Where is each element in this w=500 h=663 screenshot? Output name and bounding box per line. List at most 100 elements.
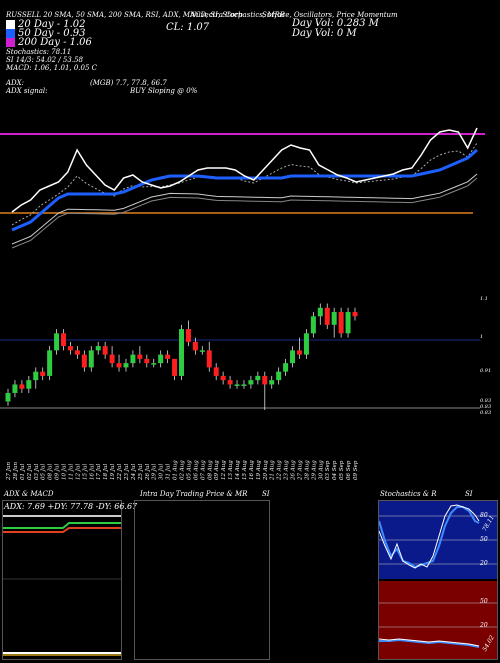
adx-signal-label: ADX signal: <box>6 87 48 95</box>
candle-body <box>116 363 122 368</box>
candle-body <box>227 380 233 385</box>
intra-panel-title: Intra Day Trading Price & MR <box>140 490 248 498</box>
date-tick-label: 07 Aug <box>200 460 206 480</box>
candle-body <box>179 329 184 376</box>
date-tick-label: 13 Aug <box>228 460 234 480</box>
candle-body <box>130 354 136 364</box>
candle-body <box>102 346 108 355</box>
date-tick-label: 29 Jul <box>152 464 158 481</box>
date-tick-label: 25 Jul <box>138 464 144 481</box>
candle-body <box>95 346 101 351</box>
stochastics-value: Stochastics: 78.11 <box>6 48 72 56</box>
candle-body <box>172 358 178 376</box>
candle-body <box>213 367 219 376</box>
date-tick-label: 11 Jul <box>68 464 74 480</box>
header-type: Surface, Oscillators, Price Momentum <box>262 11 398 19</box>
price-tick-label: 0.83 <box>480 404 491 410</box>
stoch-level-80: 80 <box>480 512 488 519</box>
date-tick-label: 17 Jul <box>96 464 102 480</box>
candle-body <box>331 312 337 325</box>
candle-body <box>158 354 164 364</box>
date-tick-label: 02 Aug <box>180 460 186 480</box>
adx-panel <box>2 500 122 660</box>
date-tick-label: 20 Aug <box>263 460 269 481</box>
stoch-panel-si: SI <box>465 490 473 498</box>
date-tick-label: 30 Aug <box>318 460 324 480</box>
candle-body <box>338 312 344 334</box>
candle-body <box>5 392 11 402</box>
stoch-level-50: 50 <box>480 536 488 543</box>
candle-body <box>40 371 46 376</box>
candle-body <box>54 333 60 351</box>
candle-body <box>109 354 115 364</box>
date-tick-label: 03 Jul <box>34 464 40 480</box>
macd-value: MACD: 1.06, 1.01, 0.05 C <box>6 64 98 72</box>
candle-body <box>47 350 53 376</box>
candle-body <box>81 354 87 368</box>
candle-body <box>151 363 157 365</box>
si-value: SI 14/3: 54.02 / 53.58 <box>6 56 83 64</box>
sma20-swatch <box>6 20 15 29</box>
candle-body <box>12 384 18 393</box>
day-volume-top: Day Vol: 0.283 M <box>292 18 379 29</box>
date-tick-label: 19 Jul <box>110 464 116 480</box>
grey-band-upper <box>11 173 478 245</box>
close-price-label: CL: 1.07 <box>166 22 210 33</box>
date-tick-label: 23 Jul <box>124 464 130 481</box>
candle-body <box>317 307 323 317</box>
date-tick-label: 15 Jul <box>82 464 88 480</box>
candle-body <box>137 354 143 359</box>
date-tick-label: 26 Jul <box>145 464 151 481</box>
date-tick-label: 05 Jul <box>41 464 47 480</box>
header-company: Nuvectra Corp <box>190 11 243 19</box>
intra-panel <box>134 500 270 660</box>
candle-body <box>206 350 212 368</box>
sma200-swatch <box>6 38 15 47</box>
date-tick-label: 15 Aug <box>242 460 248 480</box>
date-tick-label: 19 Aug <box>256 460 262 480</box>
candle-body <box>144 358 150 364</box>
date-tick-label: 06 Sep <box>346 460 352 480</box>
adx-label: ADX: <box>6 79 25 87</box>
price-tick-label: 1 <box>480 334 483 340</box>
candle-body <box>88 350 94 368</box>
date-tick-label: 29 Aug <box>311 460 317 481</box>
candle-body <box>269 380 275 385</box>
candlesticks <box>0 303 480 410</box>
date-tick-label: 22 Jul <box>117 464 123 481</box>
date-tick-label: 10 Jul <box>62 464 68 480</box>
si-level-20: 20 <box>480 622 488 629</box>
moving-averages <box>0 127 485 249</box>
date-tick-label: 09 Jul <box>55 464 61 480</box>
date-tick-label: 08 Aug <box>207 460 213 480</box>
date-tick-label: 16 Jul <box>89 464 95 480</box>
candle-body <box>74 350 80 355</box>
date-tick-label: 18 Jul <box>103 464 109 480</box>
legend-sma20: 20 Day - 1.02 <box>6 19 86 30</box>
date-tick-label: 27 Aug <box>297 460 303 481</box>
candle-body <box>296 350 302 355</box>
date-tick-label: 05 Aug <box>186 460 192 480</box>
header-indicators: RUSSELL 20 SMA, 50 SMA, 200 SMA, RSI, AD… <box>6 11 285 19</box>
date-tick-label: 09 Aug <box>214 460 220 480</box>
stoch-panel-title: Stochastics & R <box>380 490 437 498</box>
date-tick-label: 24 Jul <box>131 464 137 481</box>
date-tick-label: 04 Sep <box>332 460 338 480</box>
date-tick-label: 12 Jul <box>75 464 81 480</box>
si-level-50: 50 <box>480 598 488 605</box>
price-tick-label: 0.83 <box>480 410 491 416</box>
candle-body <box>255 375 261 381</box>
date-tick-label: 02 Jul <box>27 464 33 480</box>
candle-body <box>165 354 171 359</box>
candle-body <box>303 333 309 355</box>
date-tick-label: 16 Aug <box>249 460 255 480</box>
stoch-panel <box>378 500 498 660</box>
candle-body <box>220 375 226 381</box>
candle-body <box>26 380 32 389</box>
date-tick-label: 12 Aug <box>221 460 227 480</box>
candle-body <box>67 346 73 351</box>
sma50-line <box>11 148 478 232</box>
price-axis: 1.110.910.830.830.83 <box>480 296 491 416</box>
candle-body <box>276 371 282 381</box>
date-tick-label: 01 Jul <box>20 464 26 480</box>
